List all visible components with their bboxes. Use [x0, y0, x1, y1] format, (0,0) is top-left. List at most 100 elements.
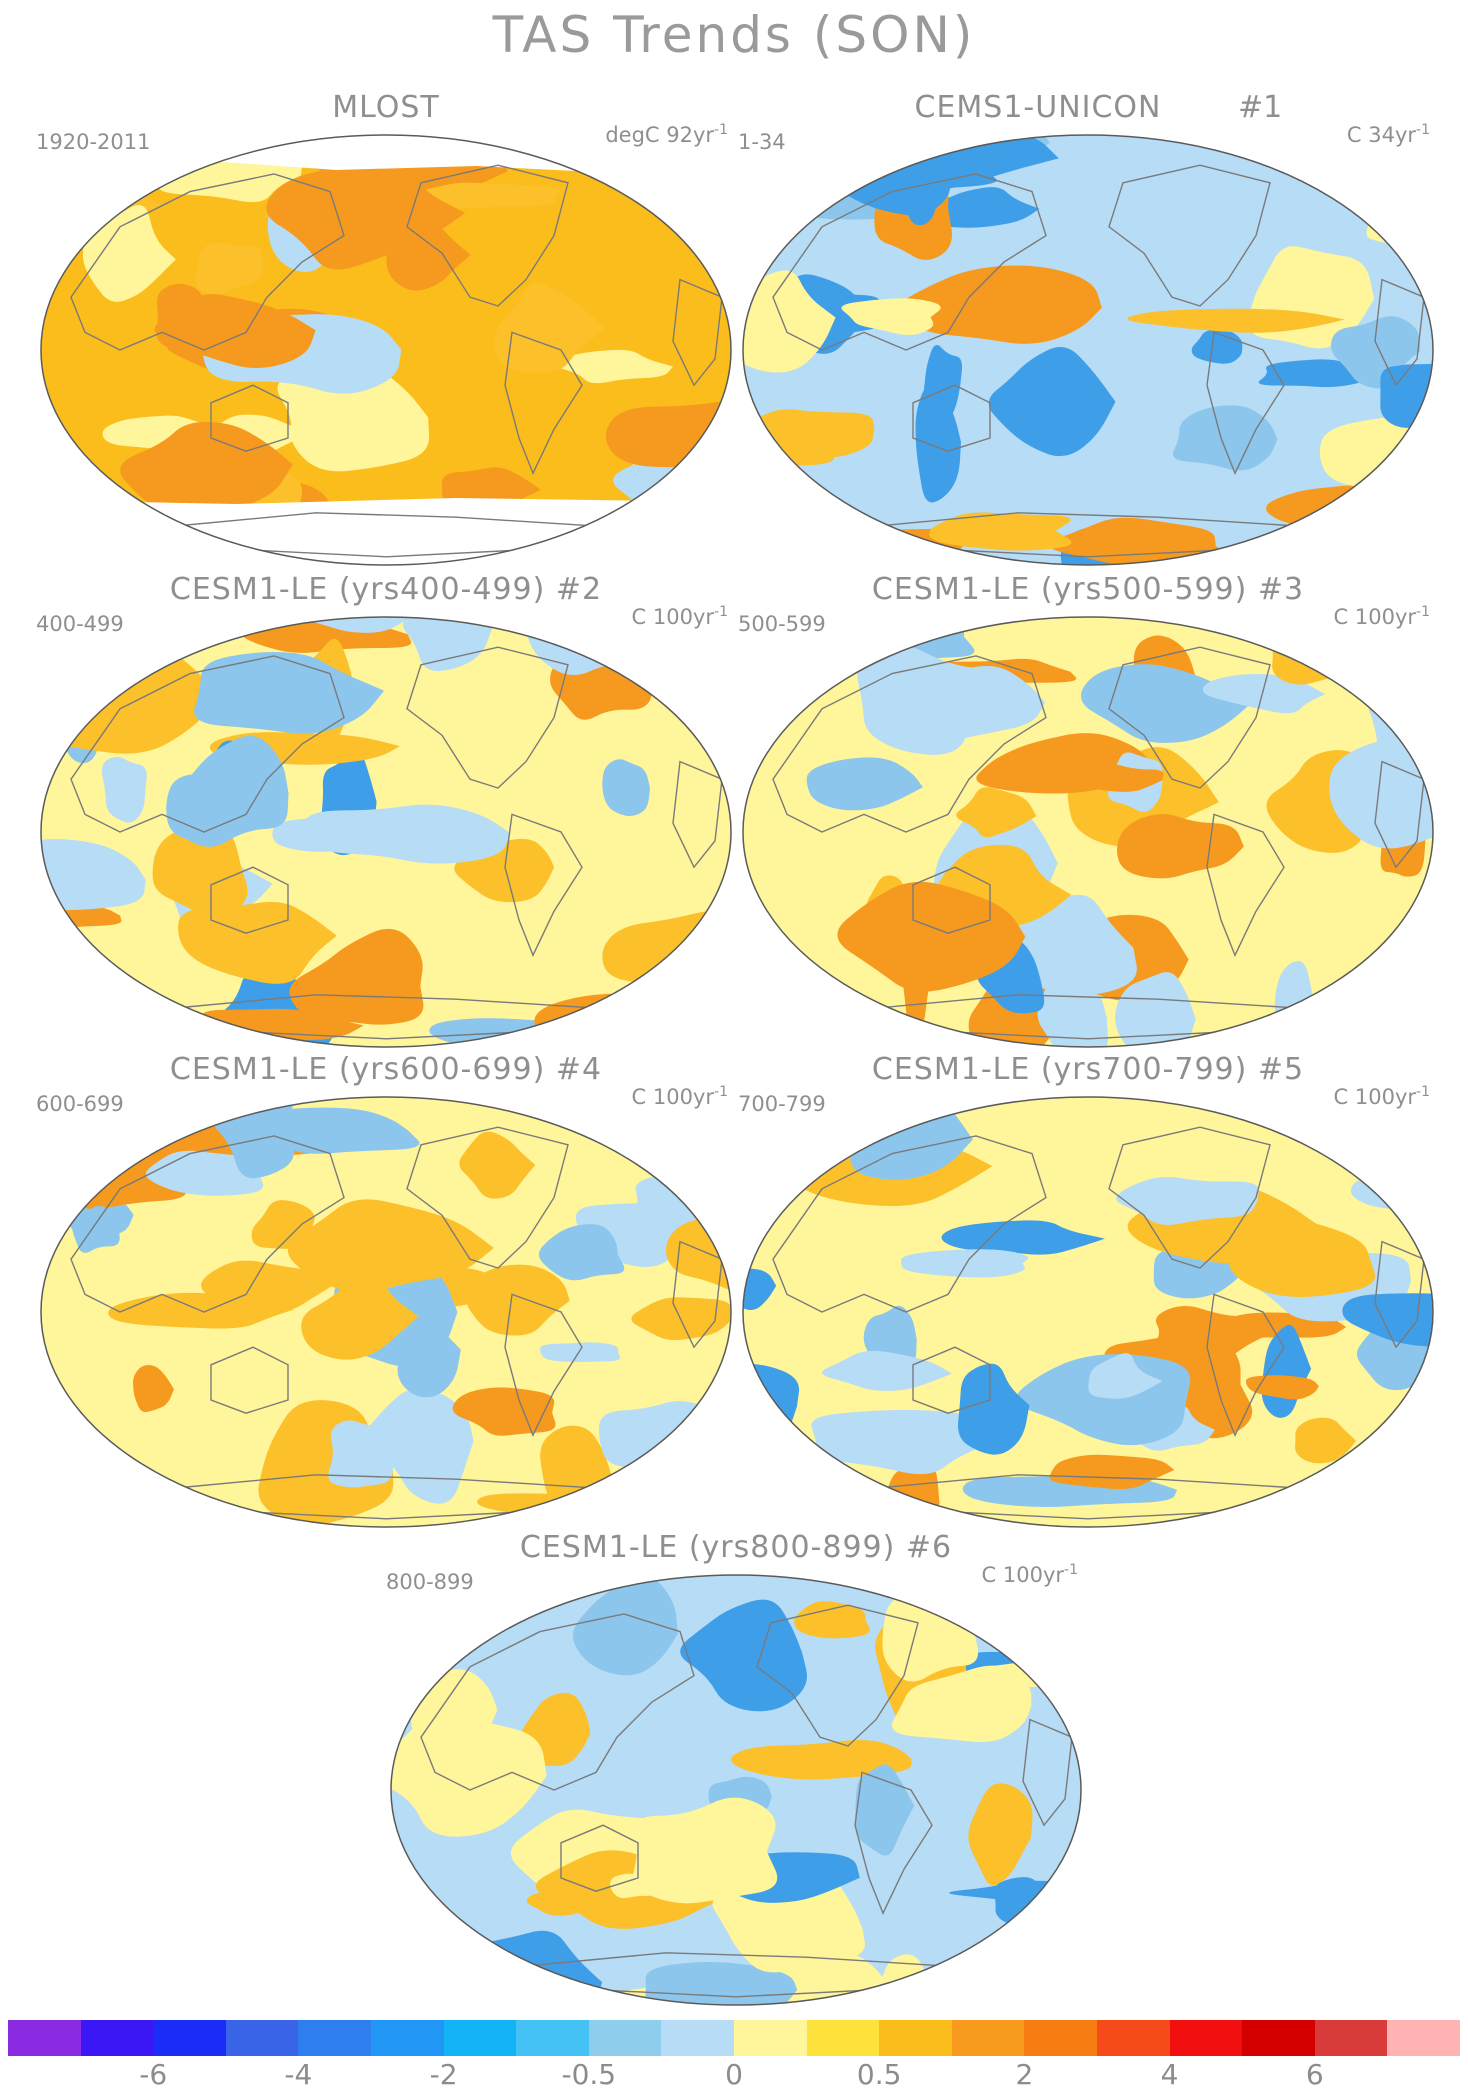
colorbar-cell: [1096, 2020, 1170, 2056]
continent-outline: [560, 1824, 639, 1892]
colorbar-cell: [298, 2020, 371, 2056]
colorbar-tick-label: -6: [139, 2058, 168, 2091]
continent-outline: [420, 1613, 695, 1791]
continent-outline: [210, 384, 289, 452]
main-title: TAS Trends (SON): [492, 6, 976, 64]
trend-region: [1270, 621, 1366, 685]
map-field: [391, 1575, 1081, 2005]
panel-years: 500-599: [738, 612, 826, 636]
map-le2: [40, 616, 732, 1048]
colorbar-cell: [153, 2020, 226, 2056]
trend-region: [602, 759, 651, 816]
panel-units: C 100yr-1: [631, 1084, 728, 1109]
continent-outline: [772, 655, 1047, 833]
colorbar-cell: [80, 2020, 154, 2056]
trend-region: [195, 242, 264, 295]
panel-title: CESM1-LE (yrs600-699) #4: [169, 1052, 603, 1087]
continent-outline: [504, 1293, 583, 1437]
panel-years: 1920-2011: [36, 130, 151, 154]
trend-region: [328, 1420, 394, 1488]
trend-region: [1245, 1375, 1319, 1400]
trend-region: [773, 538, 931, 565]
continent-outline: [1108, 646, 1271, 789]
colorbar-tick-label: -4: [284, 2058, 313, 2091]
colorbar-tick-label: -2: [429, 2058, 458, 2091]
map-border: [742, 1096, 1434, 1528]
trend-region: [403, 617, 494, 672]
trend-region: [572, 1575, 678, 1676]
trend-region: [712, 1876, 866, 1973]
continent-outline: [1108, 1126, 1271, 1269]
colorbar-cell: [733, 2020, 807, 2056]
continent-outline: [772, 173, 1047, 351]
colorbar-cell: [516, 2020, 589, 2056]
colorbar-tick-label: 6: [1305, 2058, 1324, 2091]
trend-region: [289, 928, 424, 1025]
continent-outline: [672, 1240, 723, 1349]
colorbar-cell: [1169, 2020, 1243, 2056]
continent-outline: [406, 646, 569, 789]
colorbar-cell: [1387, 2020, 1460, 2056]
map-border: [742, 616, 1434, 1048]
trend-region: [175, 735, 289, 847]
panel-years: 700-799: [738, 1092, 826, 1116]
trend-region: [779, 135, 869, 174]
panel-title: CESM1-LE (yrs500-599) #3: [871, 572, 1305, 607]
trend-region: [1088, 1353, 1163, 1399]
panel-le3: CESM1-LE (yrs500-599) #3 500-599 C 100yr…: [738, 572, 1438, 1052]
panel-unicon: CEMS1-UNICON #1 1-34 C 34yr-1: [738, 90, 1438, 570]
continent-outline: [406, 1126, 569, 1269]
missing-data-north: [41, 135, 731, 172]
colorbar-tick-label: 4: [1160, 2058, 1179, 2091]
trend-region: [365, 1388, 474, 1504]
trend-region: [822, 1350, 952, 1391]
map-border: [390, 1574, 1082, 2006]
trend-region: [900, 1249, 1029, 1278]
trend-region: [610, 1873, 662, 1899]
colorbar-tick-label: -0.5: [561, 2058, 617, 2091]
trend-region: [922, 345, 963, 423]
panel-title: CESM1-LE (yrs400-499) #2: [169, 572, 603, 607]
trend-region: [494, 283, 606, 373]
trend-region: [231, 661, 296, 691]
panel-years: 400-499: [36, 612, 124, 636]
trend-region: [290, 617, 422, 633]
trend-region: [154, 294, 316, 368]
panel-units: C 100yr-1: [1333, 1084, 1430, 1109]
trend-region: [855, 1764, 915, 1856]
trend-region: [201, 1260, 333, 1315]
colorbar-cell: [443, 2020, 517, 2056]
colorbar-tick-label: 0.5: [856, 2058, 902, 2091]
trend-region: [599, 1401, 730, 1468]
panel-units: C 100yr-1: [981, 1562, 1078, 1587]
trend-region: [1366, 218, 1433, 245]
map-border: [742, 134, 1434, 566]
trend-region: [794, 1601, 870, 1639]
trend-region: [891, 1665, 1032, 1743]
trend-region: [633, 1797, 778, 1904]
colorbar-cell: [8, 2020, 81, 2056]
trend-region: [1295, 1417, 1357, 1464]
missing-data-south: [41, 498, 731, 565]
trend-region: [391, 1641, 421, 1667]
panel-units: C 34yr-1: [1346, 122, 1430, 147]
trend-region: [82, 204, 176, 302]
trend-region: [1384, 665, 1433, 740]
trend-region: [1153, 1305, 1272, 1358]
panel-title: MLOST: [332, 90, 440, 125]
colorbar-tick-label: 0: [725, 2058, 743, 2091]
map-field: [743, 1097, 1433, 1527]
trend-region: [1229, 1218, 1376, 1298]
trend-region: [452, 1387, 556, 1436]
panel-title: CESM1-LE (yrs700-799) #5: [871, 1052, 1305, 1087]
trend-region: [956, 787, 1037, 838]
trend-region: [806, 757, 923, 811]
trend-region: [743, 1363, 800, 1459]
continent-outline: [672, 760, 723, 869]
trend-region: [968, 1783, 1033, 1886]
continent-outline: [672, 278, 723, 387]
map-le4: [40, 1096, 732, 1528]
trend-region: [287, 1199, 494, 1293]
trend-region: [101, 756, 147, 823]
trend-region: [680, 1599, 807, 1712]
